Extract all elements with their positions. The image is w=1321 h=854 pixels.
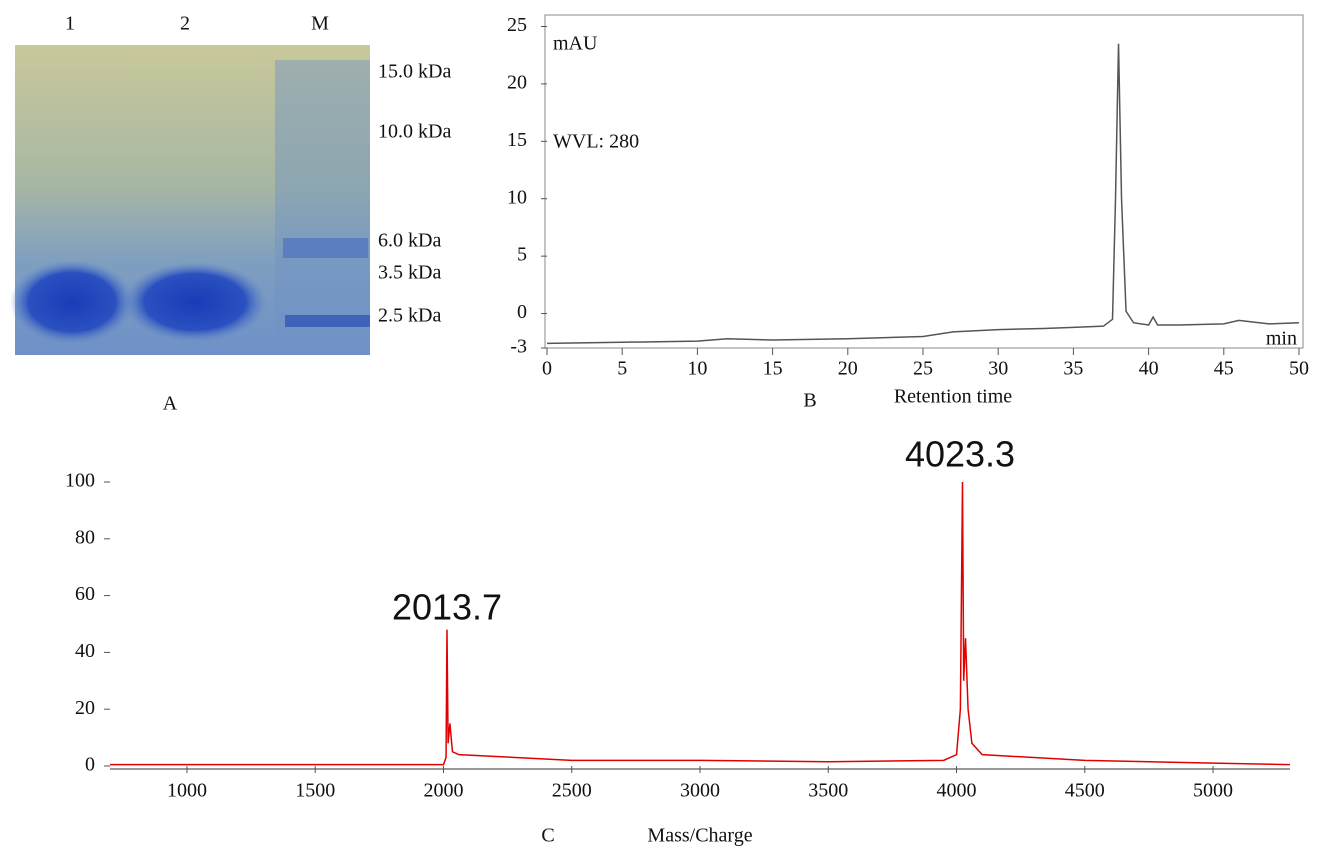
y-tick-label: 15 [507, 129, 527, 151]
marker-label: 2.5 kDa [378, 305, 441, 327]
y-tick-label: 20 [507, 71, 527, 93]
y-tick-label: 100 [65, 470, 95, 492]
x-tick-label: 2000 [423, 780, 463, 802]
data-line [110, 481, 1291, 766]
data-line [546, 43, 1300, 345]
x-tick-label: 1500 [295, 780, 335, 802]
x-tick-label: 45 [1214, 358, 1234, 380]
gel-image [10, 45, 370, 355]
annotation: min [1266, 328, 1297, 350]
x-axis-label: Retention time [894, 386, 1012, 408]
x-tick-label: 2500 [552, 780, 592, 802]
y-tick-label: 40 [75, 640, 95, 662]
x-tick-label: 15 [763, 358, 783, 380]
lane-label: 1 [65, 13, 75, 35]
y-tick-label: 20 [75, 697, 95, 719]
x-tick-label: 25 [913, 358, 933, 380]
plot-frame [544, 14, 1304, 349]
y-tick-label: 25 [507, 14, 527, 36]
lane-label: M [311, 13, 329, 35]
y-tick-label: 0 [517, 301, 527, 323]
y-tick-label: 10 [507, 186, 527, 208]
x-tick-label: 50 [1289, 358, 1309, 380]
x-tick-label: 30 [988, 358, 1008, 380]
y-tick-label: 60 [75, 583, 95, 605]
marker-label: 10.0 kDa [378, 121, 451, 143]
x-tick-label: 5 [617, 358, 627, 380]
annotation: 2013.7 [392, 587, 502, 628]
x-tick-label: 4500 [1065, 780, 1105, 802]
x-tick-label: 3000 [680, 780, 720, 802]
panel-label: B [803, 390, 816, 412]
x-tick-label: 35 [1063, 358, 1083, 380]
x-tick-label: 0 [542, 358, 552, 380]
x-tick-label: 5000 [1193, 780, 1233, 802]
lane-label: 2 [180, 13, 190, 35]
x-axis-label: Mass/Charge [647, 825, 752, 847]
panel-label: C [541, 825, 554, 847]
marker-label: 15.0 kDa [378, 61, 451, 83]
x-tick-label: 10 [687, 358, 707, 380]
marker-label: 6.0 kDa [378, 230, 441, 252]
x-tick-label: 1000 [167, 780, 207, 802]
x-tick-label: 20 [838, 358, 858, 380]
marker-label: 3.5 kDa [378, 262, 441, 284]
annotation: mAU [553, 33, 598, 55]
y-tick-label: 0 [85, 754, 95, 776]
x-tick-label: 3500 [808, 780, 848, 802]
y-tick-label: 80 [75, 526, 95, 548]
panel-label: A [163, 393, 178, 415]
y-tick-label: 5 [517, 244, 527, 266]
annotation: WVL: 280 [553, 131, 639, 153]
annotation: 4023.3 [905, 434, 1015, 475]
x-tick-label: 40 [1139, 358, 1159, 380]
x-tick-label: 4000 [937, 780, 977, 802]
y-tick-label: -3 [510, 336, 527, 358]
